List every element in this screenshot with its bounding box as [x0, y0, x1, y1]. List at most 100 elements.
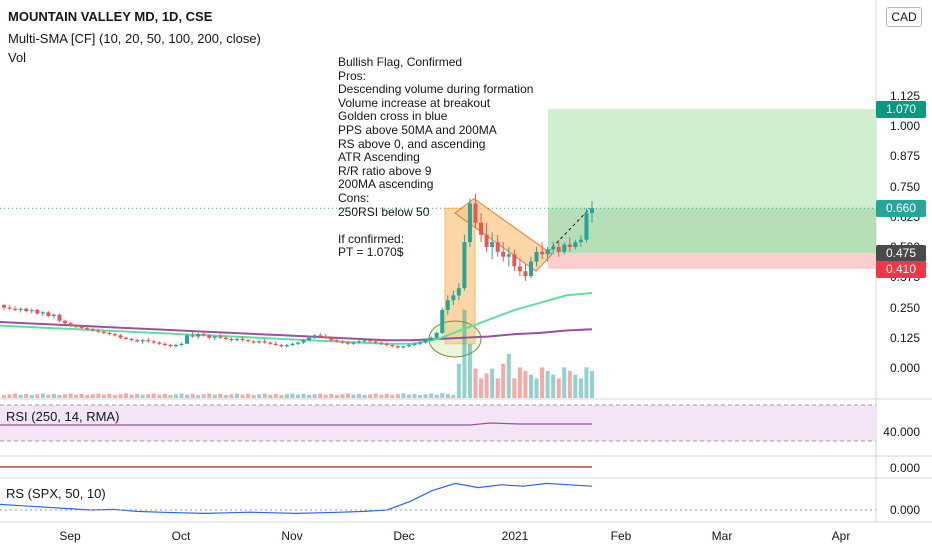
currency-button[interactable]: CAD [886, 7, 922, 27]
time-tick-label: Dec [393, 529, 415, 543]
candle [451, 295, 456, 301]
candle [7, 307, 12, 309]
volume-bar [323, 394, 328, 398]
annotation-line: If confirmed: [338, 231, 405, 246]
candle [229, 338, 234, 341]
candle [57, 314, 62, 321]
volume-bar [312, 394, 317, 398]
volume-bar [368, 394, 373, 398]
candle [35, 309, 40, 314]
candle [51, 314, 56, 316]
volume-indicator-label[interactable]: Vol [8, 50, 27, 65]
sma-indicator-label[interactable]: Multi-SMA [CF] (10, 20, 50, 100, 200, cl… [8, 31, 261, 46]
volume-bar [51, 393, 56, 398]
candle [112, 334, 117, 336]
candle [334, 340, 339, 342]
candle [13, 308, 18, 310]
candle [234, 338, 239, 341]
candle [423, 340, 428, 343]
price-tick-label: 0.250 [889, 300, 920, 315]
time-tick-label: Feb [610, 529, 632, 543]
candle [467, 203, 472, 243]
annotation-line: Pros: [338, 68, 367, 83]
annotation-line: Bullish Flag, Confirmed [338, 55, 463, 69]
volume-bar [218, 393, 223, 398]
volume-bar [434, 394, 439, 398]
volume-bar [162, 393, 167, 398]
annotation-line: Cons: [338, 190, 370, 205]
candle [190, 335, 195, 337]
volume-bar [196, 395, 201, 398]
candle [495, 242, 500, 252]
time-tick-label: Apr [831, 529, 851, 543]
rs-pane-label[interactable]: RS (SPX, 50, 10) [6, 486, 106, 501]
annotation-line: R/R ratio above 9 [338, 163, 432, 178]
volume-bar [257, 394, 262, 398]
candle [296, 342, 300, 344]
candle [262, 341, 267, 343]
candle [412, 343, 417, 346]
price-badge: 0.475 [876, 245, 926, 263]
price-tick-label: 1.000 [889, 119, 920, 133]
volume-bar [340, 394, 345, 398]
trade-annotation[interactable]: Bullish Flag, Confirmed Pros: Descending v… [338, 55, 533, 260]
volume-bar [345, 393, 350, 398]
volume-bar [284, 394, 289, 398]
volume-bar [373, 393, 378, 398]
volume-bar [74, 394, 79, 398]
candle [24, 308, 29, 312]
candle [456, 288, 461, 296]
candle [90, 329, 95, 331]
volume-bar [246, 393, 251, 398]
candle [351, 342, 356, 344]
candle [96, 330, 101, 332]
volume-bar [251, 395, 256, 398]
breakout-projection [547, 207, 591, 253]
candle [246, 340, 251, 342]
candle [68, 323, 73, 326]
volume-bar [179, 393, 184, 398]
candle [323, 336, 328, 338]
volume-bar [35, 394, 40, 398]
candle [484, 234, 489, 247]
candle [2, 305, 6, 308]
price-tick-label: 0.750 [889, 179, 920, 194]
time-tick-label: Mar [711, 529, 733, 543]
candle [551, 247, 556, 250]
price-tick-label: 0.125 [889, 330, 920, 345]
volume-bar [412, 393, 417, 398]
candle [390, 345, 395, 347]
candle [462, 242, 467, 289]
price-tick-label: 0.000 [889, 361, 920, 375]
volume-bar [262, 393, 267, 398]
symbol-title: MOUNTAIN VALLEY MD, 1D, CSE [8, 9, 213, 24]
candle [268, 342, 273, 344]
candle [501, 251, 506, 257]
rsi-band [0, 405, 876, 441]
volume-bar [13, 393, 18, 398]
candle [523, 271, 528, 277]
annotation-line: Golden cross in blue [338, 109, 448, 124]
volume-bar [490, 368, 495, 398]
time-tick-label: 2021 [501, 529, 529, 543]
candle [490, 242, 495, 247]
rs-line [0, 482, 593, 515]
candle [384, 343, 389, 346]
candle [251, 341, 256, 343]
rsi-pane-label[interactable]: RSI (250, 14, RMA) [6, 409, 120, 424]
rsi-line [0, 422, 592, 426]
volume-bar [512, 378, 517, 398]
volume-bar [506, 353, 511, 398]
volume-bar [429, 393, 434, 398]
candle [562, 244, 567, 252]
candle [440, 309, 445, 333]
candle [185, 335, 190, 344]
rsi-axis-tick: 40.000 [883, 425, 920, 439]
annotation-line: 250RSI below 50 [338, 204, 430, 219]
volume-bar [584, 367, 589, 398]
annotation-line [338, 219, 533, 233]
time-tick-label: Oct [171, 529, 191, 543]
volume-bar [418, 395, 423, 398]
volume-bar [423, 394, 428, 398]
